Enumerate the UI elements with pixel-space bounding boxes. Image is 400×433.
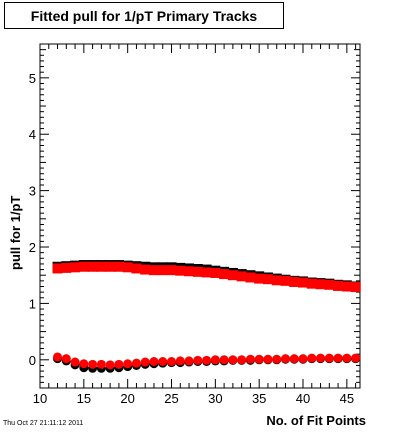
circle-point: [342, 353, 352, 363]
x-tick-label: 25: [164, 391, 178, 406]
square-point: [219, 269, 230, 280]
y-tick-label: 4: [29, 127, 36, 142]
square-point: [70, 262, 81, 273]
y-tick-label: 1: [29, 296, 36, 311]
circle-point: [324, 353, 334, 363]
y-tick-label: 2: [29, 240, 36, 255]
square-point: [271, 275, 282, 286]
square-point: [236, 271, 247, 282]
square-point: [280, 275, 291, 286]
square-point: [192, 266, 203, 277]
circle-point: [219, 355, 229, 365]
square-point: [87, 261, 98, 272]
circle-point: [61, 354, 71, 364]
square-point: [201, 267, 212, 278]
square-point: [122, 262, 133, 273]
circle-point: [298, 354, 308, 364]
circle-point: [184, 356, 194, 366]
circle-point: [167, 356, 177, 366]
square-point: [350, 282, 361, 293]
x-axis-label: No. of Fit Points: [266, 413, 366, 428]
circle-point: [280, 354, 290, 364]
circle-point: [105, 360, 115, 370]
square-point: [298, 277, 309, 288]
square-point: [157, 265, 168, 276]
circle-point: [202, 355, 212, 365]
square-point: [227, 270, 238, 281]
circle-point: [263, 354, 273, 364]
y-tick-label: 3: [29, 184, 36, 199]
x-tick-label: 40: [296, 391, 310, 406]
circle-point: [237, 355, 247, 365]
y-axis-label: pull for 1/pT: [8, 195, 23, 270]
square-point: [315, 279, 326, 290]
circle-point: [79, 359, 89, 369]
circle-point: [307, 353, 317, 363]
y-tick-label: 0: [29, 353, 36, 368]
circle-point: [131, 358, 141, 368]
circle-point: [175, 356, 185, 366]
square-point: [52, 263, 63, 274]
timestamp: Thu Oct 27 21:11:12 2011: [3, 420, 84, 427]
circle-point: [70, 357, 80, 367]
circle-point: [333, 353, 343, 363]
circle-point: [96, 359, 106, 369]
circle-point: [88, 359, 98, 369]
circle-point: [123, 359, 133, 369]
square-point: [324, 279, 335, 290]
circle-point: [53, 352, 63, 362]
chart-title-box: Fitted pull for 1/pT Primary Tracks: [4, 2, 284, 29]
plot-frame: [39, 43, 361, 389]
square-point: [245, 272, 256, 283]
square-point: [289, 276, 300, 287]
circle-point: [158, 356, 168, 366]
y-axis-label-wrap: pull for 1/pT: [6, 150, 26, 270]
circle-point: [140, 357, 150, 367]
square-point: [61, 262, 72, 273]
square-point: [105, 261, 116, 272]
circle-point: [193, 355, 203, 365]
circle-point: [228, 355, 238, 365]
square-point: [113, 261, 124, 272]
circle-point: [149, 356, 159, 366]
x-tick-label: 10: [33, 391, 47, 406]
circle-point: [254, 354, 264, 364]
square-point: [96, 261, 107, 272]
data-marks: [52, 260, 361, 373]
square-point: [140, 264, 151, 275]
square-point: [166, 265, 177, 276]
square-point: [306, 278, 317, 289]
square-point: [262, 274, 273, 285]
square-point: [131, 263, 142, 274]
y-tick-label: 5: [29, 71, 36, 86]
chart-title: Fitted pull for 1/pT Primary Tracks: [30, 7, 258, 24]
circle-point: [114, 359, 124, 369]
square-point: [333, 280, 344, 291]
x-tick-label: 20: [120, 391, 134, 406]
x-tick-label: 35: [252, 391, 266, 406]
square-point: [184, 266, 195, 277]
circle-point: [272, 354, 282, 364]
square-point: [341, 281, 352, 292]
square-point: [148, 265, 159, 276]
x-tick-label: 45: [340, 391, 354, 406]
square-point: [78, 261, 89, 272]
square-point: [175, 265, 186, 276]
circle-point: [245, 354, 255, 364]
circle-point: [289, 354, 299, 364]
circle-point: [316, 353, 326, 363]
x-tick-label: 30: [208, 391, 222, 406]
x-tick-label: 15: [77, 391, 91, 406]
circle-point: [210, 355, 220, 365]
square-point: [254, 273, 265, 284]
circle-point: [351, 353, 361, 363]
square-point: [210, 267, 221, 278]
